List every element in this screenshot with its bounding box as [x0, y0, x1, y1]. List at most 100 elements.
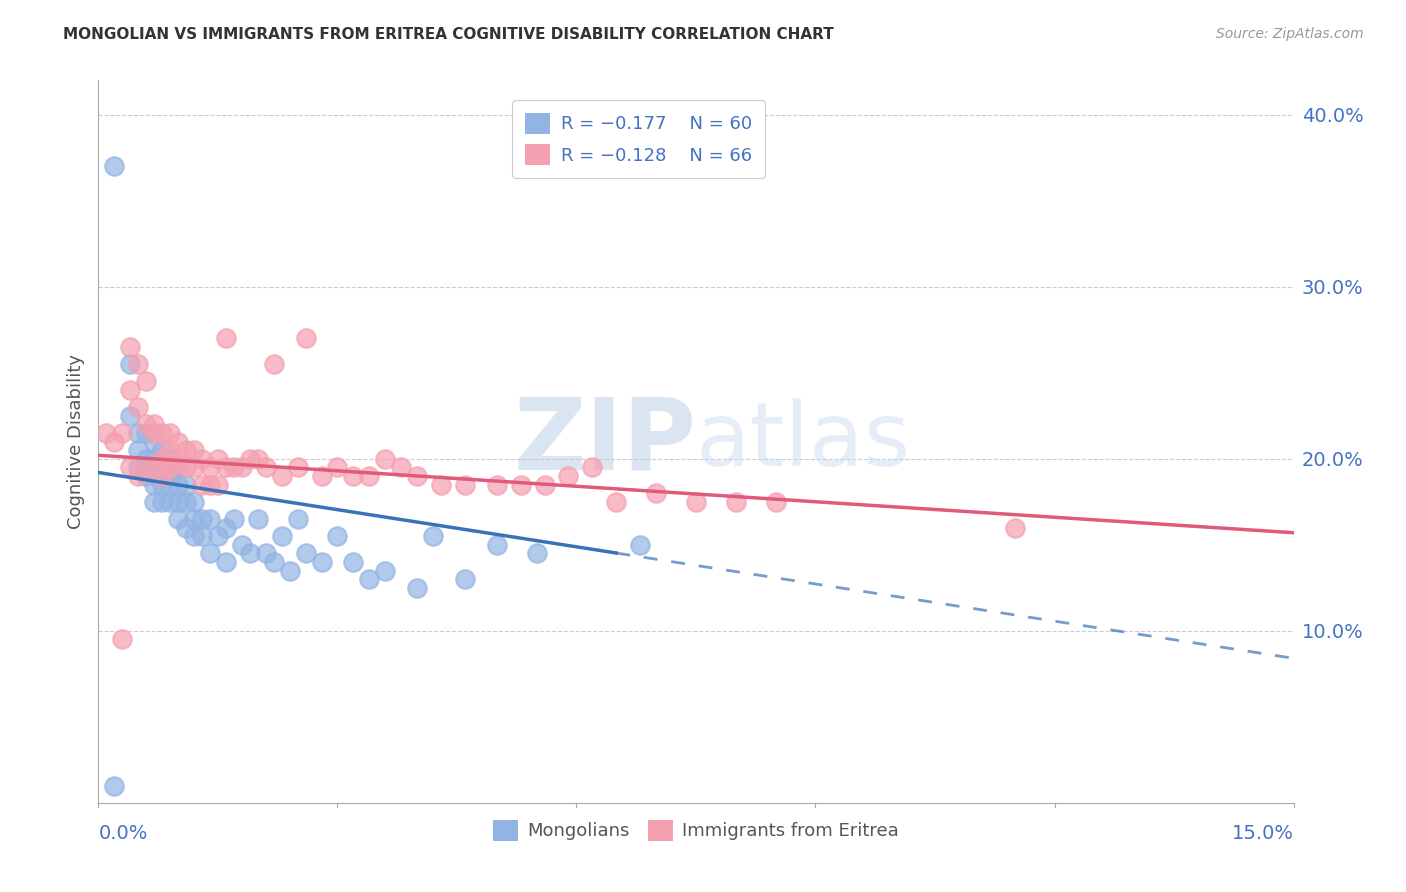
- Point: [191, 451, 214, 466]
- Point: [374, 564, 396, 578]
- Point: [174, 443, 197, 458]
- Point: [143, 425, 166, 440]
- Point: [311, 469, 333, 483]
- Point: [183, 494, 205, 508]
- Point: [111, 425, 134, 440]
- Point: [143, 451, 166, 466]
- Point: [198, 460, 221, 475]
- Point: [167, 451, 190, 466]
- Point: [454, 572, 477, 586]
- Point: [231, 538, 253, 552]
- Point: [215, 555, 238, 569]
- Text: Source: ZipAtlas.com: Source: ZipAtlas.com: [1216, 27, 1364, 41]
- Point: [167, 434, 190, 449]
- Point: [326, 460, 349, 475]
- Point: [127, 425, 149, 440]
- Point: [374, 451, 396, 466]
- Point: [581, 460, 603, 475]
- Point: [222, 460, 245, 475]
- Point: [143, 477, 166, 491]
- Point: [191, 529, 214, 543]
- Point: [724, 494, 747, 508]
- Point: [207, 477, 229, 491]
- Point: [174, 494, 197, 508]
- Point: [326, 529, 349, 543]
- Point: [628, 538, 651, 552]
- Point: [127, 400, 149, 414]
- Point: [143, 417, 166, 432]
- Point: [246, 451, 269, 466]
- Point: [183, 460, 205, 475]
- Point: [215, 460, 238, 475]
- Point: [263, 357, 285, 371]
- Text: 0.0%: 0.0%: [98, 824, 148, 844]
- Point: [150, 477, 173, 491]
- Point: [159, 443, 181, 458]
- Point: [270, 469, 292, 483]
- Point: [359, 469, 381, 483]
- Point: [135, 460, 157, 475]
- Point: [150, 451, 173, 466]
- Point: [174, 520, 197, 534]
- Point: [143, 460, 166, 475]
- Point: [278, 564, 301, 578]
- Text: ZIP: ZIP: [513, 393, 696, 490]
- Point: [120, 409, 142, 423]
- Point: [167, 460, 190, 475]
- Point: [287, 460, 309, 475]
- Text: 15.0%: 15.0%: [1232, 824, 1294, 844]
- Point: [605, 494, 627, 508]
- Point: [246, 512, 269, 526]
- Point: [359, 572, 381, 586]
- Point: [207, 529, 229, 543]
- Point: [765, 494, 787, 508]
- Point: [150, 494, 173, 508]
- Point: [422, 529, 444, 543]
- Point: [135, 417, 157, 432]
- Point: [485, 538, 508, 552]
- Point: [167, 494, 190, 508]
- Point: [183, 443, 205, 458]
- Point: [222, 512, 245, 526]
- Point: [294, 331, 316, 345]
- Point: [231, 460, 253, 475]
- Point: [159, 477, 181, 491]
- Point: [270, 529, 292, 543]
- Point: [406, 581, 429, 595]
- Point: [509, 477, 531, 491]
- Point: [111, 632, 134, 647]
- Point: [159, 494, 181, 508]
- Point: [159, 460, 181, 475]
- Point: [198, 512, 221, 526]
- Point: [430, 477, 453, 491]
- Point: [685, 494, 707, 508]
- Point: [167, 512, 190, 526]
- Point: [645, 486, 668, 500]
- Point: [159, 425, 181, 440]
- Point: [183, 512, 205, 526]
- Point: [150, 469, 173, 483]
- Point: [103, 779, 125, 793]
- Point: [254, 546, 277, 560]
- Point: [174, 460, 197, 475]
- Point: [174, 477, 197, 491]
- Point: [127, 357, 149, 371]
- Point: [215, 520, 238, 534]
- Point: [389, 460, 412, 475]
- Point: [127, 443, 149, 458]
- Point: [191, 512, 214, 526]
- Point: [557, 469, 579, 483]
- Point: [207, 451, 229, 466]
- Point: [294, 546, 316, 560]
- Legend: Mongolians, Immigrants from Eritrea: Mongolians, Immigrants from Eritrea: [486, 813, 905, 848]
- Y-axis label: Cognitive Disability: Cognitive Disability: [66, 354, 84, 529]
- Point: [150, 425, 173, 440]
- Point: [263, 555, 285, 569]
- Text: atlas: atlas: [696, 398, 911, 485]
- Point: [159, 451, 181, 466]
- Point: [135, 451, 157, 466]
- Point: [143, 434, 166, 449]
- Point: [342, 469, 364, 483]
- Point: [103, 159, 125, 173]
- Point: [1004, 520, 1026, 534]
